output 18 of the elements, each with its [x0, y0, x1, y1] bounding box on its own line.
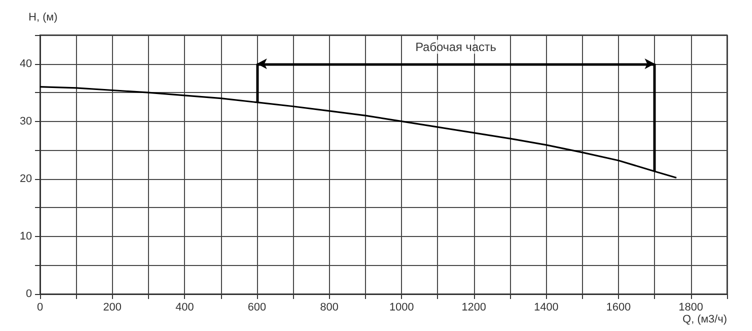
x-tick-label: 1600 [606, 302, 631, 314]
x-tick-label: 200 [103, 302, 122, 314]
y-tick-label: 20 [20, 172, 32, 185]
y-tick-label: 30 [20, 115, 32, 128]
x-tick-label: 1400 [534, 302, 558, 314]
x-tick-label: 1200 [462, 302, 486, 314]
y-tick-label: 10 [20, 230, 32, 242]
x-tick-label: 1000 [389, 302, 414, 314]
y-tick-label: 40 [20, 58, 32, 70]
y-axis-title: H, (м) [28, 12, 58, 24]
x-tick-label: 400 [175, 302, 194, 314]
x-axis-title: Q, (м3/ч) [682, 314, 727, 326]
x-tick-label: 0 [36, 302, 44, 314]
x-tick-label: 800 [320, 302, 338, 314]
x-tick-label: 600 [248, 302, 266, 314]
x-tick-label: 1800 [678, 302, 704, 314]
y-tick-label: 0 [26, 288, 32, 300]
annotation: Рабочая часть [415, 40, 496, 54]
